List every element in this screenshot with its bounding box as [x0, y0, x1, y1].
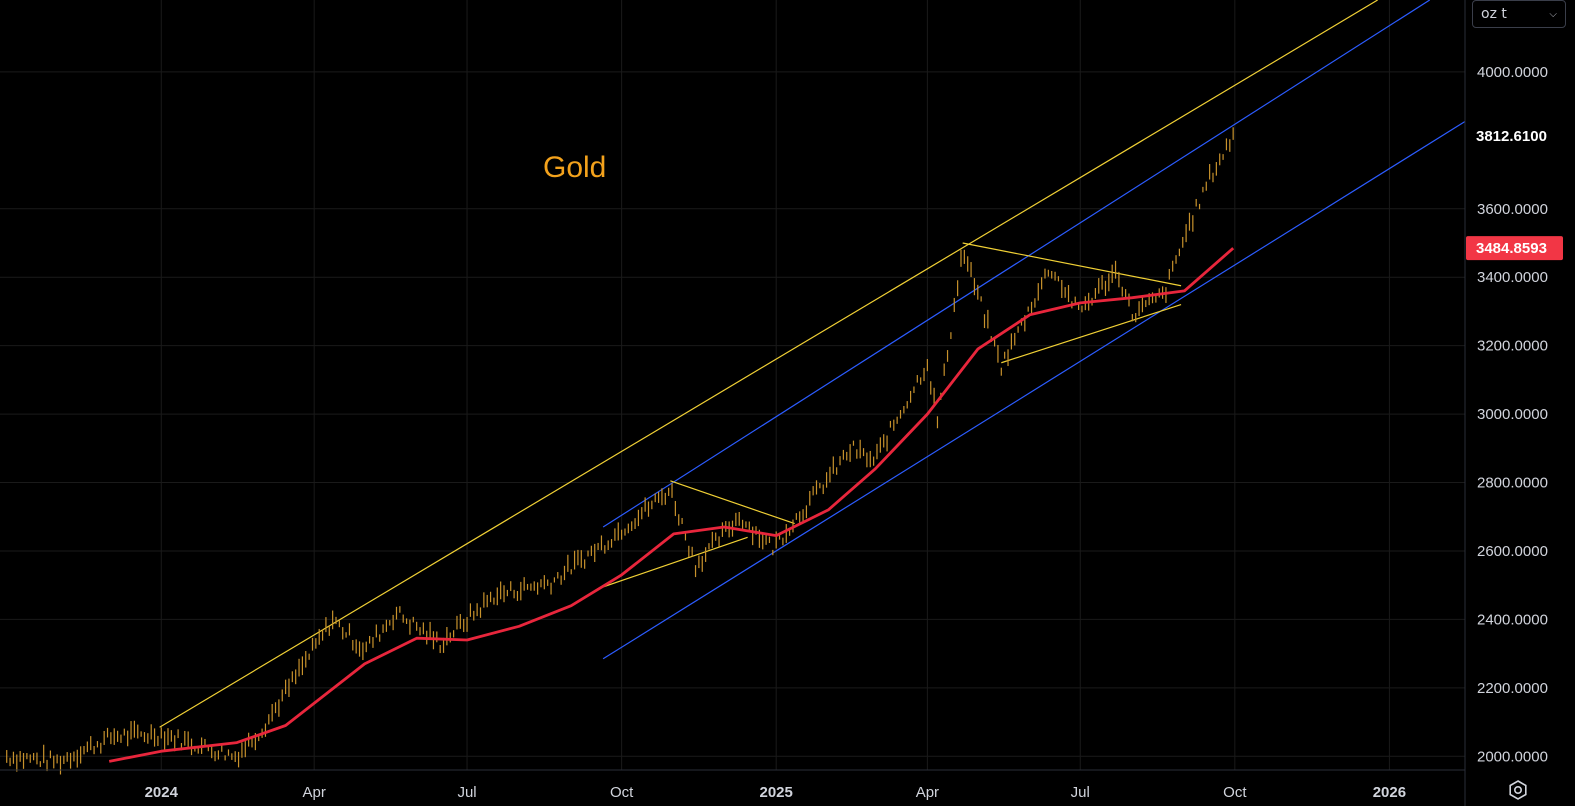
y-tick-label: 3200.0000 — [1477, 338, 1548, 355]
y-tick-label: 3000.0000 — [1477, 406, 1548, 423]
trendlines — [159, 0, 1466, 728]
y-tick-label: 2800.0000 — [1477, 475, 1548, 492]
yellow-trendline — [1001, 304, 1182, 364]
unit-label: oz t — [1481, 6, 1507, 22]
price-tags: 3812.6100 3484.8593 — [1466, 123, 1563, 261]
chevron-down-icon: ⌵ — [1549, 8, 1557, 20]
y-tick-label: 3400.0000 — [1477, 269, 1548, 286]
x-axis[interactable]: 2024 Apr Jul Oct 2025 Apr Jul Oct 2026 — [145, 784, 1406, 801]
x-tick-label: 2026 — [1373, 784, 1406, 801]
unit-select[interactable]: oz t ⌵ — [1472, 0, 1566, 28]
ema-line — [108, 247, 1235, 763]
settings-icon[interactable] — [1506, 778, 1530, 802]
x-tick-label: Apr — [916, 784, 939, 801]
y-tick-label: 4000.0000 — [1477, 64, 1548, 81]
x-tick-label: Oct — [610, 784, 634, 801]
x-tick-label: Apr — [302, 784, 325, 801]
blue-trendline — [602, 0, 1431, 528]
yellow-trendline — [597, 536, 748, 590]
price-tag-bg — [1466, 123, 1563, 148]
moving-average — [108, 247, 1235, 763]
x-tick-label: Jul — [457, 784, 476, 801]
price-tag-label: 3484.8593 — [1476, 240, 1547, 257]
yellow-trendline — [670, 480, 795, 525]
y-tick-label: 3600.0000 — [1477, 201, 1548, 218]
x-tick-label: 2024 — [145, 784, 179, 801]
gridlines — [0, 0, 1465, 770]
blue-trendline — [602, 120, 1466, 660]
y-tick-label: 2400.0000 — [1477, 611, 1548, 628]
price-bars — [6, 127, 1234, 775]
yellow-trendline — [159, 0, 1378, 728]
y-axis[interactable]: 4000.0000 3600.0000 3400.0000 3200.0000 3000… — [1477, 64, 1548, 765]
x-tick-label: 2025 — [759, 784, 792, 801]
yellow-trendline — [962, 242, 1182, 287]
price-tag-label: 3812.6100 — [1476, 128, 1547, 145]
y-tick-label: 2600.0000 — [1477, 543, 1548, 560]
y-tick-label: 2000.0000 — [1477, 748, 1548, 765]
x-tick-label: Oct — [1223, 784, 1247, 801]
chart-title: Gold — [543, 151, 606, 184]
y-tick-label: 2200.0000 — [1477, 680, 1548, 697]
price-tag-bg — [1466, 236, 1563, 261]
x-tick-label: Jul — [1071, 784, 1090, 801]
